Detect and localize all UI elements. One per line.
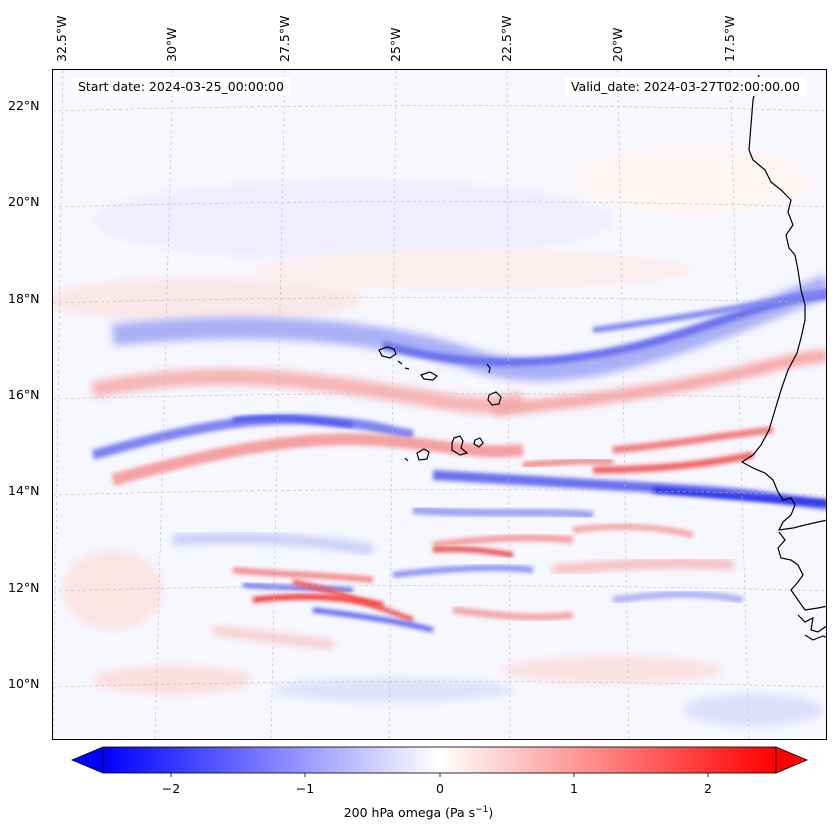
colorbar-label-suffix: ) bbox=[488, 805, 494, 821]
colorbar-label-exponent: −1 bbox=[475, 805, 489, 815]
lon-label-25w: 25°W bbox=[388, 27, 403, 62]
colorbar-tick-label: 0 bbox=[436, 781, 444, 796]
colorbar-extend-high bbox=[775, 746, 809, 774]
lat-label-18n: 18°N bbox=[8, 291, 40, 306]
lat-label-12n: 12°N bbox=[8, 580, 40, 595]
colorbar-tick-label: −1 bbox=[295, 781, 315, 796]
lat-label-20n: 20°N bbox=[8, 194, 40, 209]
lat-label-14n: 14°N bbox=[8, 483, 40, 498]
colorbar-extend-low bbox=[70, 746, 104, 774]
map-panel: Start date: 2024-03-25_00:00:00 Valid_da… bbox=[52, 69, 827, 740]
colorbar-label-prefix: 200 hPa omega (Pa s bbox=[343, 805, 476, 821]
lon-label-30w: 30°W bbox=[164, 27, 179, 62]
omega-field-bands bbox=[53, 70, 826, 739]
lat-label-10n: 10°N bbox=[8, 676, 40, 691]
lon-label-22-5w: 22.5°W bbox=[499, 15, 514, 62]
colorbar-gradient bbox=[102, 746, 777, 774]
lat-label-22n: 22°N bbox=[8, 98, 40, 113]
colorbar-tick-label: 2 bbox=[704, 781, 712, 796]
cape-verde-islands bbox=[378, 346, 502, 462]
lon-label-27-5w: 27.5°W bbox=[277, 15, 292, 62]
lon-label-17-5w: 17.5°W bbox=[722, 15, 737, 62]
lon-label-20w: 20°W bbox=[610, 27, 625, 62]
omega-field-svg bbox=[53, 70, 826, 739]
lon-label-32-5w: 32.5°W bbox=[54, 15, 69, 62]
coastline bbox=[740, 74, 826, 641]
graticule bbox=[53, 70, 826, 739]
valid-date-label: Valid_date: 2024-03-27T02:00:00.00 bbox=[564, 77, 806, 96]
start-date-label: Start date: 2024-03-25_00:00:00 bbox=[72, 77, 290, 96]
lat-label-16n: 16°N bbox=[8, 387, 40, 402]
colorbar-tick-label: 1 bbox=[570, 781, 578, 796]
colorbar bbox=[70, 746, 809, 777]
colorbar-label: 200 hPa omega (Pa s−1) bbox=[0, 805, 837, 820]
colorbar-tick-label: −2 bbox=[161, 781, 181, 796]
